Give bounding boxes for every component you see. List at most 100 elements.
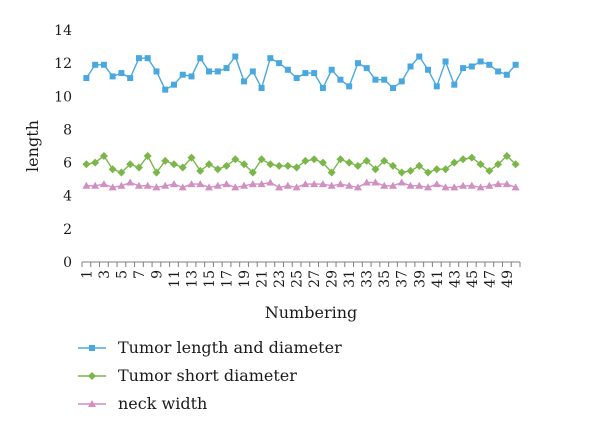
data-point [416,53,423,60]
series-line [86,181,516,189]
data-point [397,178,406,186]
data-point [502,180,511,188]
data-point [214,68,221,75]
data-point [178,163,187,172]
legend-item: neck width [78,394,207,413]
data-point [240,160,249,169]
y-axis-ticks: 0 2 4 6 8 10 12 14 [54,23,72,271]
data-point [328,66,335,73]
data-point [346,83,353,90]
data-point [372,76,379,83]
data-point [161,181,170,189]
data-point [161,156,170,165]
data-point [503,71,510,78]
data-point [284,66,291,73]
data-point [257,180,266,188]
data-point [362,178,371,186]
x-tick-label: 21 [255,270,271,288]
data-point [486,61,493,68]
data-point [127,75,134,82]
data-point [363,65,370,72]
data-point [187,180,196,188]
y-tick-label: 14 [54,23,72,39]
data-point [108,165,117,174]
data-point [494,160,503,169]
data-point [293,75,300,82]
data-point [196,180,205,188]
data-point [415,181,424,189]
data-point [206,68,213,75]
data-point [345,158,354,167]
data-point [327,168,336,177]
data-point [424,183,433,191]
x-tick-label: 13 [185,270,201,288]
data-point [231,183,240,191]
series-line [86,154,517,174]
legend-marker [89,345,95,351]
series-line [85,55,517,91]
data-point [301,180,310,188]
data-point [213,181,222,189]
y-tick-label: 12 [54,56,72,72]
series-2 [82,151,520,177]
y-tick-label: 10 [54,89,72,105]
data-point [196,166,205,175]
data-point [91,158,100,167]
data-point [205,160,214,169]
data-point [407,63,414,70]
legend-item: Tumor short diameter [78,366,297,385]
data-point [380,181,389,189]
legend-label: neck width [118,394,207,413]
data-point [143,181,152,189]
legend-label: Tumor length and diameter [118,338,342,357]
data-point [275,161,284,170]
x-axis-ticks: 1 3 5 7 9 11 13 15 17 19 21 23 25 27 29 31 33 35 37 39 41 43 4… [79,262,521,288]
data-point [152,168,161,177]
data-point [442,58,449,65]
data-point [82,160,91,169]
data-point [310,155,319,164]
data-point [92,61,99,68]
data-point [275,183,284,191]
data-point [248,168,257,177]
data-point [362,156,371,165]
y-tick-label: 0 [63,255,72,271]
x-tick-label: 37 [395,270,411,288]
data-point [381,76,388,83]
data-point [134,181,143,189]
data-point [135,55,142,62]
data-point [144,55,151,62]
data-point [337,76,344,83]
data-point [318,180,327,188]
data-point [152,183,161,191]
x-tick-label: 49 [500,270,516,288]
data-point [100,61,107,68]
data-point [397,168,406,177]
series-3 [82,178,520,191]
legend-marker [88,372,96,380]
data-point [512,61,519,68]
data-point [91,181,100,189]
data-point [240,181,249,189]
data-point [179,71,186,78]
x-tick-label: 15 [202,270,218,288]
data-point [310,180,319,188]
data-point [319,85,326,91]
data-point [248,180,257,188]
x-tick-label: 9 [149,270,165,279]
data-point [432,165,441,174]
data-point [301,156,310,165]
y-tick-label: 4 [63,189,72,205]
data-point [222,180,231,188]
data-point [222,161,231,170]
data-point [485,181,494,189]
data-point [353,183,362,191]
data-point [353,161,362,170]
data-point [318,158,327,167]
data-point [485,166,494,175]
data-point [441,183,450,191]
data-point [371,165,380,174]
data-point [354,60,361,67]
data-point [432,180,441,188]
data-point [425,66,432,73]
